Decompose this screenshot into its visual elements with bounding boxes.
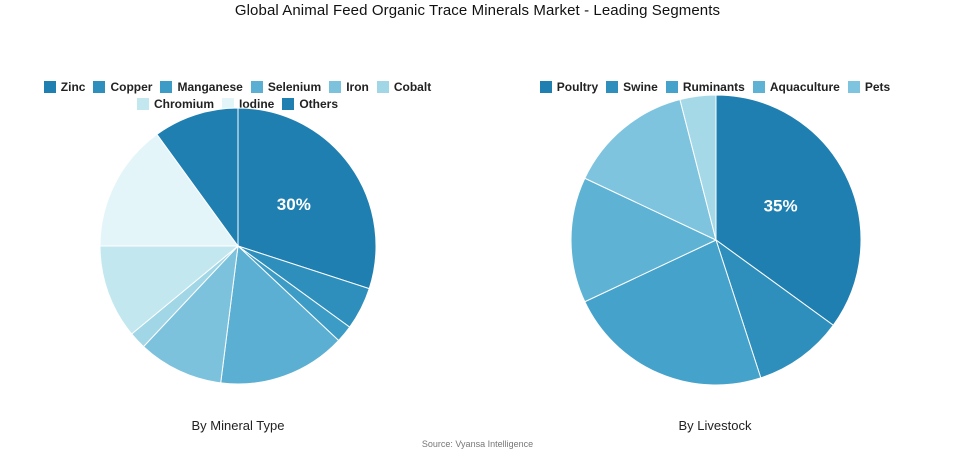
legend-label: Swine: [623, 80, 658, 94]
pie-slice-poultry: [715, 94, 862, 326]
legend-item-zinc: Zinc: [43, 80, 86, 94]
legend-item-swine: Swine: [606, 80, 658, 94]
legend-swatch: [282, 98, 295, 110]
legend-swatch: [376, 81, 389, 93]
chart-title: Global Animal Feed Organic Trace Mineral…: [234, 2, 721, 19]
legend-label: Iron: [346, 80, 369, 94]
legend-swatch: [847, 81, 860, 93]
legend-swatch: [539, 81, 552, 93]
pie-slice-chromium: [99, 245, 240, 335]
pie-slice-others: [156, 107, 239, 248]
legend-item-selenium: Selenium: [250, 80, 322, 94]
mineral-type-pie: 30%: [99, 107, 377, 385]
legend-swatch: [160, 81, 173, 93]
legend-label: Pets: [864, 80, 891, 94]
legend-label: Cobalt: [393, 80, 432, 94]
source-note: Source: Vyansa Intelligence: [421, 439, 534, 449]
legend-label: Others: [299, 97, 339, 111]
legend-item-ruminants: Ruminants: [665, 80, 745, 94]
legend-label: Iodine: [238, 97, 275, 111]
legend-item-aquaculture: Aquaculture: [752, 80, 840, 94]
pie-slice-aquaculture: [570, 177, 718, 303]
legend-label: Aquaculture: [769, 80, 840, 94]
legend-label: Zinc: [60, 80, 86, 94]
slice-label-zinc: 30%: [277, 195, 311, 214]
legend-item-others: Others: [282, 97, 338, 111]
livestock-caption: By Livestock: [678, 418, 752, 433]
slice-label-poultry: 35%: [764, 197, 798, 216]
legend-label: Selenium: [267, 80, 322, 94]
legend-label: Manganese: [177, 80, 243, 94]
pie-slice-ruminants: [584, 239, 762, 386]
pie-slice-selenium: [220, 244, 340, 385]
livestock-pie: 35%: [570, 94, 862, 386]
legend-item-chromium: Chromium: [136, 97, 214, 111]
legend-swatch: [221, 98, 234, 110]
legend-label: Chromium: [153, 97, 214, 111]
pie-slice-swine: [715, 238, 835, 379]
legend-label: Copper: [110, 80, 153, 94]
pie-slice-pets: [584, 98, 717, 241]
mineral-type-caption: By Mineral Type: [191, 418, 285, 433]
legend-item-manganese: Manganese: [160, 80, 243, 94]
legend-swatch: [329, 81, 342, 93]
pie-slice-iron: [142, 244, 239, 384]
legend-label: Poultry: [556, 80, 599, 94]
pie-slice-iodine: [99, 133, 239, 247]
legend-item-iron: Iron: [329, 80, 369, 94]
mineral-type-legend: Zinc Copper Manganese Selenium Iron Cobalt Chr…: [15, 80, 460, 111]
legend-swatch: [665, 81, 678, 93]
legend-swatch: [250, 81, 263, 93]
legend-item-poultry: Poultry: [539, 80, 599, 94]
legend-label: Ruminants: [682, 80, 745, 94]
legend-item-cobalt: Cobalt: [376, 80, 432, 94]
legend-item-pets: Pets: [847, 80, 891, 94]
legend-swatch: [136, 98, 149, 110]
legend-swatch: [752, 81, 765, 93]
legend-swatch: [43, 81, 56, 93]
pie-slice-zinc: [237, 107, 377, 290]
legend-swatch: [606, 81, 619, 93]
legend-swatch: [93, 81, 106, 93]
legend-item-iodine: Iodine: [221, 97, 275, 111]
legend-item-copper: Copper: [93, 80, 152, 94]
pie-slice-others: [679, 94, 717, 241]
